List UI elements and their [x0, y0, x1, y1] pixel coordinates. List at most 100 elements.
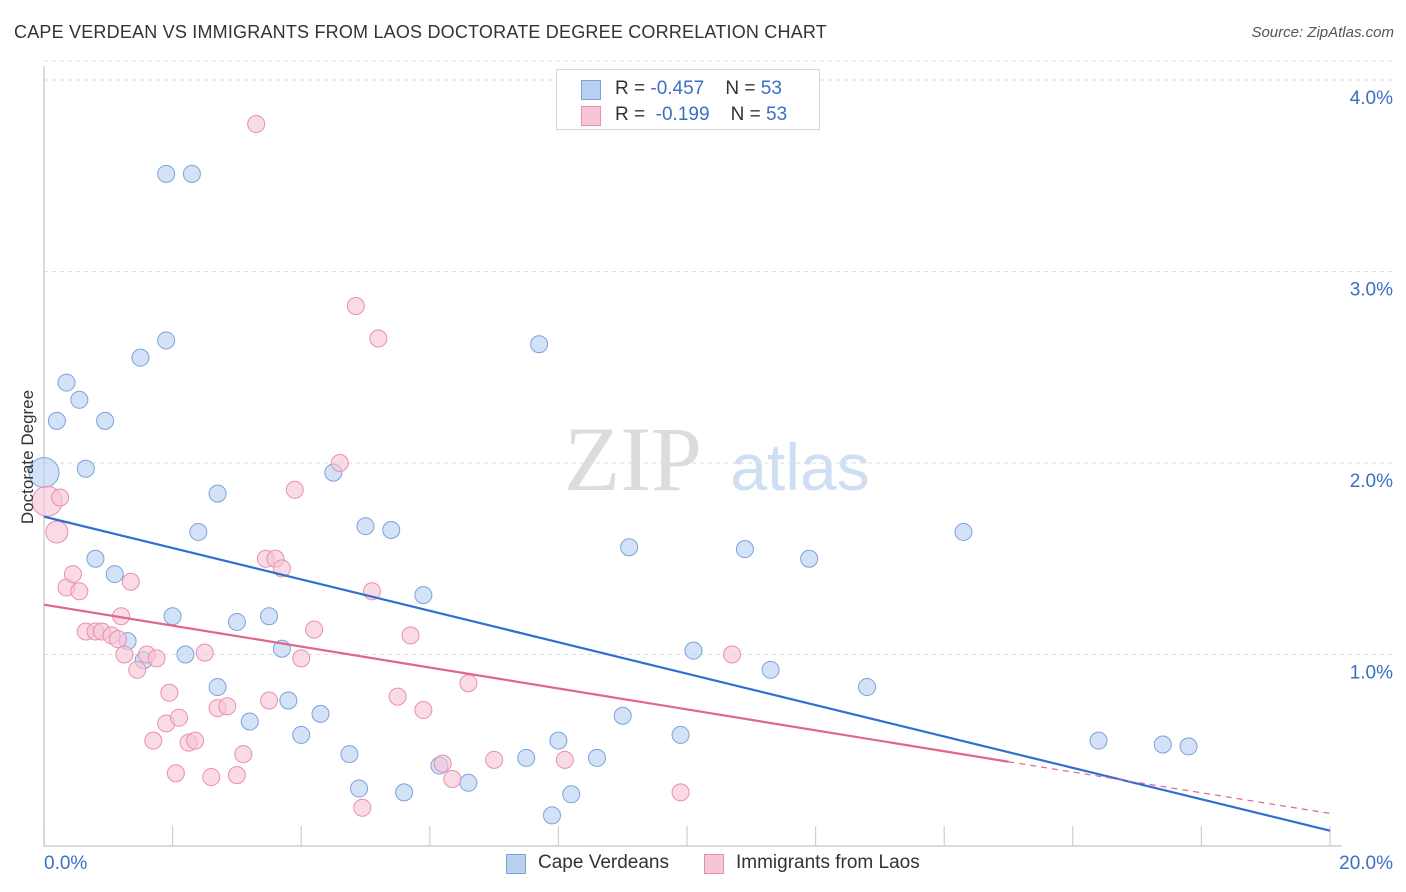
- data-point: [121, 572, 140, 591]
- series-immigrants-from-laos: [31, 115, 742, 817]
- data-point: [86, 549, 105, 568]
- data-point: [414, 701, 433, 720]
- data-point: [218, 697, 237, 716]
- data-point: [166, 764, 185, 783]
- trendline-laos-extension: [1008, 761, 1331, 815]
- data-point: [70, 582, 89, 601]
- data-point: [555, 750, 574, 769]
- data-point: [96, 411, 115, 430]
- data-point: [954, 522, 973, 541]
- data-point: [279, 691, 298, 710]
- data-point: [356, 517, 375, 536]
- data-point: [443, 769, 462, 788]
- watermark: ZIP atlas: [564, 408, 870, 510]
- data-point: [350, 779, 369, 798]
- data-point: [353, 798, 372, 817]
- data-point: [858, 678, 877, 697]
- data-point: [247, 115, 266, 134]
- data-point: [562, 785, 581, 804]
- y-tick-label: 2.0%: [1350, 471, 1393, 492]
- data-point: [70, 390, 89, 409]
- correlation-legend: R = -0.457 N = 53 R = -0.199 N = 53: [556, 69, 820, 130]
- data-point: [131, 348, 150, 367]
- data-point: [671, 783, 690, 802]
- source-label: Source: ZipAtlas.com: [1251, 24, 1394, 41]
- data-point: [260, 691, 279, 710]
- data-point: [684, 641, 703, 660]
- axes: [43, 66, 1342, 847]
- legend-text: R = -0.199 N = 53: [615, 104, 788, 125]
- data-point: [1153, 735, 1172, 754]
- data-point: [613, 706, 632, 725]
- data-point: [517, 748, 536, 767]
- data-point: [369, 329, 388, 348]
- x-tick-label: 20.0%: [1339, 853, 1393, 874]
- y-axis-label: Doctorate Degree: [18, 390, 37, 524]
- data-point: [63, 565, 82, 584]
- data-point: [395, 783, 414, 802]
- data-point: [530, 335, 549, 354]
- legend-swatch-pink: [581, 106, 601, 126]
- data-point: [57, 373, 76, 392]
- r-value: -0.199: [650, 104, 710, 125]
- data-point: [260, 607, 279, 626]
- data-point: [195, 643, 214, 662]
- y-tick-label: 1.0%: [1350, 663, 1393, 684]
- data-point: [433, 754, 452, 773]
- series-legend: Cape Verdeans Immigrants from Laos: [0, 851, 1406, 879]
- data-point: [147, 649, 166, 668]
- data-point: [401, 626, 420, 645]
- data-point: [234, 745, 253, 764]
- data-point: [311, 704, 330, 723]
- data-point: [459, 773, 478, 792]
- legend-text: R = -0.457 N = 53: [615, 78, 782, 99]
- data-point: [208, 678, 227, 697]
- data-point: [800, 549, 819, 568]
- data-point: [587, 748, 606, 767]
- legend-swatch-blue: [581, 80, 601, 100]
- data-point: [330, 454, 349, 472]
- data-point: [51, 488, 70, 507]
- r-value: -0.457: [650, 78, 705, 99]
- data-point: [157, 164, 176, 183]
- data-point: [388, 687, 407, 706]
- data-point: [108, 630, 127, 649]
- data-point: [160, 683, 179, 702]
- data-point: [346, 296, 365, 315]
- data-point: [157, 331, 176, 350]
- legend-label: Immigrants from Laos: [736, 852, 920, 873]
- data-point: [186, 731, 205, 750]
- watermark-zip: ZIP: [564, 408, 702, 510]
- data-point: [105, 565, 124, 584]
- data-point: [542, 806, 561, 825]
- watermark-atlas: atlas: [730, 430, 869, 504]
- data-point: [292, 725, 311, 744]
- data-point: [671, 725, 690, 744]
- data-point: [227, 766, 246, 785]
- tick-labels: 1.0% 2.0% 3.0% 4.0% 0.0% 20.0%: [44, 88, 1393, 874]
- y-tick-label: 3.0%: [1350, 280, 1393, 301]
- data-point: [189, 522, 208, 541]
- data-point: [45, 520, 69, 544]
- trendline-cape-verdeans: [43, 515, 1331, 832]
- data-point: [208, 484, 227, 503]
- data-point: [340, 745, 359, 764]
- data-point: [128, 660, 147, 679]
- data-point: [292, 649, 311, 668]
- data-point: [240, 712, 259, 731]
- data-point: [459, 674, 478, 693]
- trendlines: [43, 515, 1331, 832]
- data-point: [1089, 731, 1108, 750]
- data-point: [144, 731, 163, 750]
- data-point: [76, 459, 95, 478]
- data-point: [176, 645, 195, 664]
- data-point: [723, 645, 742, 664]
- trendline-laos: [43, 603, 1009, 763]
- x-tick-label: 0.0%: [44, 853, 87, 874]
- y-tick-label: 4.0%: [1350, 88, 1393, 109]
- data-point: [227, 612, 246, 631]
- n-value: 53: [766, 104, 788, 125]
- data-point: [735, 540, 754, 559]
- legend-swatch-blue: [506, 854, 526, 874]
- data-point: [202, 768, 221, 787]
